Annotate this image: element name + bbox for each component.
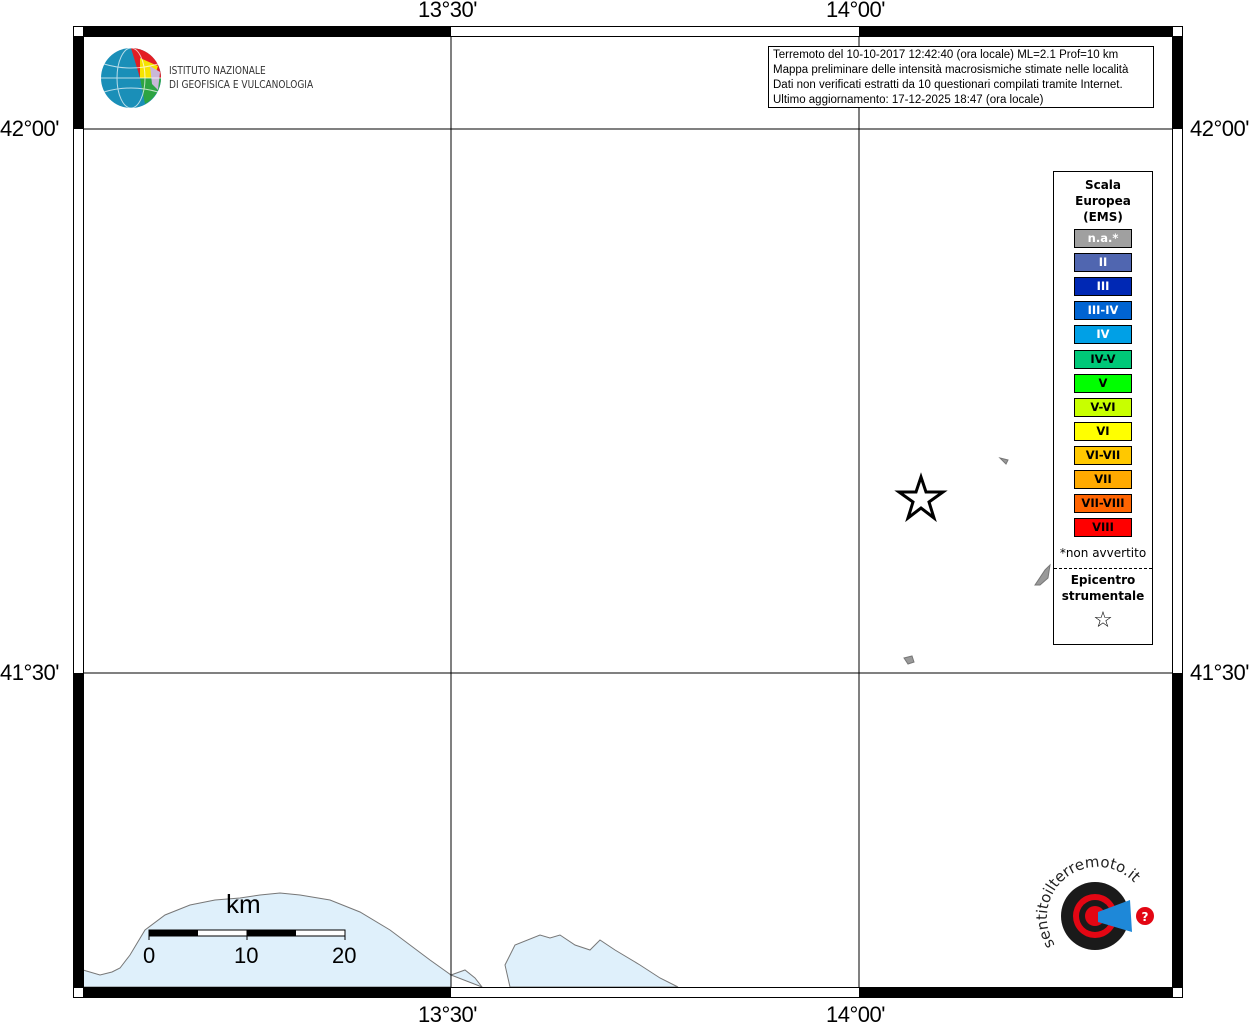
info-line: Ultimo aggiornamento: 17-12-2025 18:47 (… xyxy=(773,94,1044,106)
ingv-globe-logo xyxy=(101,47,161,109)
legend-level-iv-v: IV-V xyxy=(1074,349,1132,369)
graticule xyxy=(83,36,1172,987)
lon-tick-top: 13°30' xyxy=(418,0,477,22)
legend-level-v: V xyxy=(1074,373,1132,393)
epicenter-star-icon[interactable] xyxy=(894,472,948,523)
haisentitoilterremoto-logo[interactable]: ? sentitoilterremoto.it xyxy=(1033,852,1154,952)
info-line: Terremoto del 10-10-2017 12:42:40 (ora l… xyxy=(773,49,1119,61)
legend-title: Scala Europea (EMS) xyxy=(1054,177,1152,225)
legend-level-viii: VIII xyxy=(1074,518,1132,538)
lon-tick-bottom: 13°30' xyxy=(418,1002,477,1027)
island xyxy=(903,457,1051,665)
legend-level-na: n.a.* xyxy=(1074,229,1132,248)
epicenter-label-line: strumentale xyxy=(1061,589,1145,603)
epicenter-star-legend-icon: ☆ xyxy=(1093,608,1113,633)
legend-title-line: (EMS) xyxy=(1083,210,1123,224)
scale-bar xyxy=(148,929,346,940)
legend-level-ii: II xyxy=(1074,253,1132,273)
ingv-line-1: ISTITUTO NAZIONALE xyxy=(169,64,266,77)
legend-divider xyxy=(1054,568,1152,569)
legend-level-vi: VI xyxy=(1074,421,1132,441)
not-felt-note: *non avvertito xyxy=(1059,546,1147,560)
epicenter-label-line: Epicentro xyxy=(1070,573,1136,587)
scale-label: 0 xyxy=(143,943,156,968)
info-line: Mappa preliminare delle intensità macros… xyxy=(773,64,1129,76)
legend-level-v-vi: V-VI xyxy=(1074,397,1132,417)
ingv-line-2: DI GEOFISICA E VULCANOLOGIA xyxy=(169,78,314,91)
svg-text:?: ? xyxy=(1142,910,1149,924)
lat-tick-left: 42°00' xyxy=(0,116,59,141)
intensity-legend: Scala Europea (EMS) n.a.* II III III-IV IV IV… xyxy=(1053,171,1153,645)
legend-level-iii: III xyxy=(1074,277,1132,297)
map-frame xyxy=(73,26,1183,998)
event-info-box: Terremoto del 10-10-2017 12:42:40 (ora l… xyxy=(768,46,1154,108)
legend-level-iii-iv: III-IV xyxy=(1074,301,1132,321)
legend-level-vii-viii: VII-VIII xyxy=(1074,494,1132,514)
sea-area-west xyxy=(82,892,452,988)
lat-tick-left: 41°30' xyxy=(0,660,59,685)
legend-title-line: Scala xyxy=(1084,178,1122,192)
scale-label: 20 xyxy=(332,943,357,968)
legend-title-line: Europea xyxy=(1075,194,1131,208)
lat-tick-right: 41°30' xyxy=(1190,660,1249,685)
legend-level-iv: IV xyxy=(1074,325,1132,345)
legend-level-vii: VII xyxy=(1074,470,1132,489)
scale-unit: km xyxy=(226,889,261,919)
sea-area-east xyxy=(449,934,679,989)
ingv-logo-text: ISTITUTO NAZIONALE DI GEOFISICA E VULCAN… xyxy=(169,64,313,92)
epicenter-label: Epicentro strumentale xyxy=(1054,572,1152,604)
info-line: Dati non verificati estratti da 10 quest… xyxy=(773,79,1123,91)
lon-tick-top: 14°00' xyxy=(826,0,885,22)
legend-level-vi-vii: VI-VII xyxy=(1074,445,1132,465)
lat-tick-right: 42°00' xyxy=(1190,116,1249,141)
lon-tick-bottom: 14°00' xyxy=(826,1002,885,1027)
scale-label: 10 xyxy=(234,943,259,968)
